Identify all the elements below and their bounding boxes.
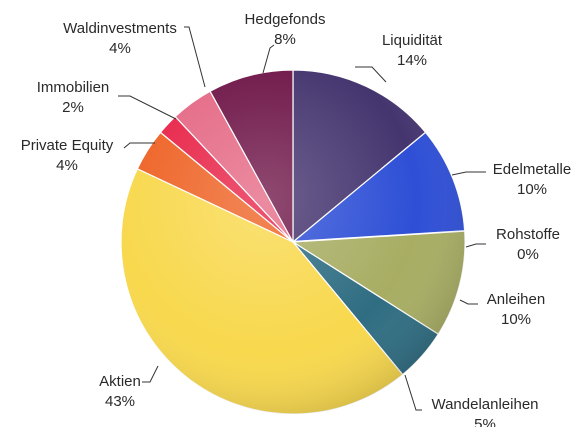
leader-line-rohstoffe bbox=[465, 243, 486, 248]
slice-label-aktien: Aktien bbox=[99, 373, 141, 390]
slice-value-immobilien: 2% bbox=[62, 99, 84, 116]
slice-label-edelmetalle: Edelmetalle bbox=[493, 161, 571, 178]
slice-value-waldinvestments: 4% bbox=[109, 40, 131, 57]
leader-line-wandelanleihen bbox=[404, 374, 422, 411]
slice-label-anleihen: Anleihen bbox=[487, 291, 545, 308]
slice-value-liquiditaet: 14% bbox=[397, 52, 427, 69]
slice-value-aktien: 43% bbox=[105, 393, 135, 410]
leader-line-hedgefonds bbox=[262, 44, 275, 74]
slice-label-liquiditaet: Liquidität bbox=[382, 32, 443, 49]
pie-slices bbox=[120, 69, 466, 415]
slice-value-edelmetalle: 10% bbox=[517, 181, 547, 198]
leader-line-immobilien bbox=[118, 95, 177, 120]
slice-label-private-equity: Private Equity bbox=[21, 137, 114, 154]
leader-line-anleihen bbox=[459, 299, 478, 305]
leader-line-waldinvestments bbox=[184, 26, 206, 88]
leader-line-private-equity bbox=[123, 142, 155, 149]
slice-value-hedgefonds: 8% bbox=[274, 31, 296, 48]
slice-value-anleihen: 10% bbox=[501, 311, 531, 328]
slice-value-rohstoffe: 0% bbox=[517, 246, 539, 263]
slice-value-private-equity: 4% bbox=[56, 157, 78, 174]
slice-labels: Liquidität 14% Edelmetalle 10% Rohstoffe 0% An… bbox=[21, 11, 571, 427]
slice-label-hedgefonds: Hedgefonds bbox=[245, 11, 326, 28]
leader-lines bbox=[118, 26, 486, 411]
leader-line-edelmetalle bbox=[451, 171, 486, 176]
leader-line-aktien bbox=[142, 365, 159, 383]
slice-value-wandelanleihen: 5% bbox=[474, 416, 496, 427]
slice-label-wandelanleihen: Wandelanleihen bbox=[431, 396, 538, 413]
leader-line-liquiditaet bbox=[355, 66, 387, 83]
slice-label-waldinvestments: Waldinvestments bbox=[63, 20, 177, 37]
slice-label-rohstoffe: Rohstoffe bbox=[496, 226, 560, 243]
slice-label-immobilien: Immobilien bbox=[37, 79, 110, 96]
